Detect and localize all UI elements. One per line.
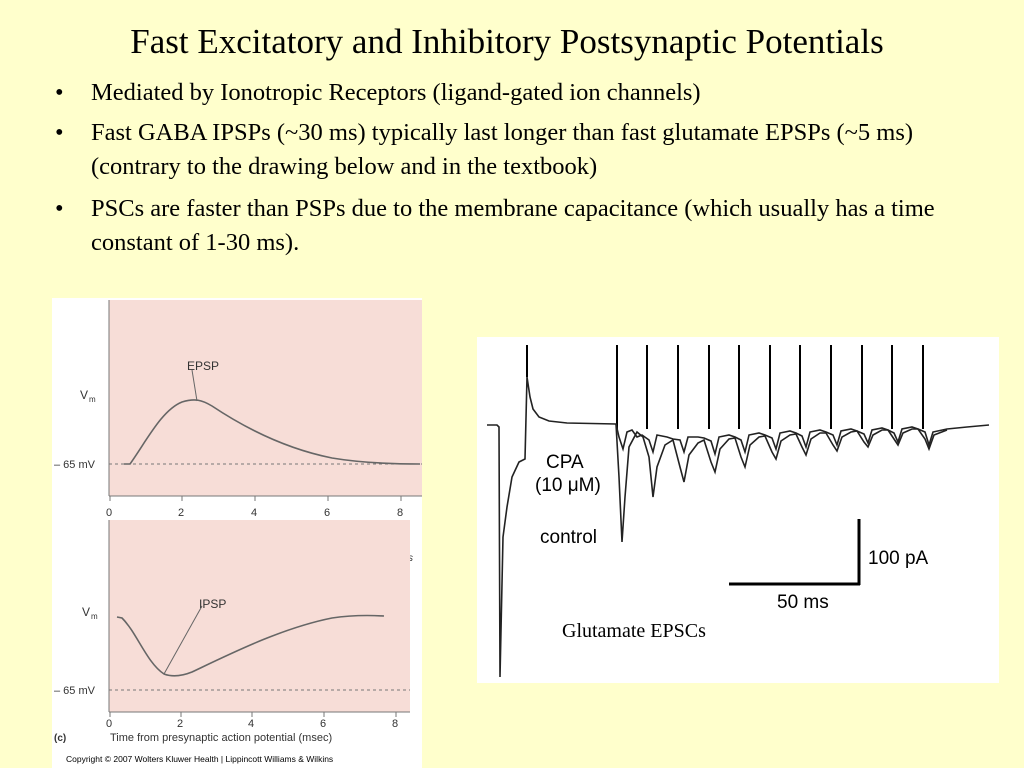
ipsp-xtick-label: 2 (177, 718, 183, 730)
bullet-text: Fast GABA IPSPs (~30 ms) typically last … (91, 119, 914, 180)
ipsp-label-leader (163, 605, 203, 675)
bullet-text: Mediated by Ionotropic Receptors (ligand… (91, 79, 701, 106)
epsp-curve (124, 399, 421, 465)
stimulus-artifacts (526, 345, 924, 429)
slide-title: Fast Excitatory and Inhibitory Postsynap… (130, 22, 884, 61)
cpa-trace (487, 376, 990, 678)
bullet-text: PSCs are faster than PSPs due to the mem… (91, 195, 935, 256)
epsc-trace-plot: CPA (10 μM) control 100 pA 50 ms (487, 345, 990, 678)
ipsp-xtick-label: 8 (392, 718, 398, 730)
epsc-figure: CPA (10 μM) control 100 pA 50 ms Glutama… (477, 337, 999, 683)
ipsp-ylabel-sub: m (91, 612, 98, 621)
ipsp-xtick-label: 0 (106, 718, 112, 730)
copyright-notice: Copyright © 2007 Wolters Kluwer Health |… (66, 754, 333, 764)
psp-figure: EPSP V m – 65 mV 0 2 4 6 8 s IPSP V m – … (52, 298, 422, 768)
cpa-label: CPA (546, 452, 584, 473)
ipsp-xtick-label: 4 (248, 718, 254, 730)
epsp-xtick-label: 8 (397, 507, 403, 519)
bullet-symbol: • (55, 195, 64, 222)
ipsp-xlabel: Time from presynaptic action potential (… (110, 732, 332, 744)
control-trace (615, 423, 948, 543)
scale-time-label: 50 ms (777, 592, 829, 613)
ipsp-panel: IPSP V m – 65 mV 0 2 4 6 8 (c) Time from… (54, 520, 410, 764)
epsp-clipped-axis-fragment: s (408, 553, 413, 564)
epsp-baseline-label: – 65 mV (54, 459, 96, 471)
ipsp-curve (116, 614, 385, 677)
epsp-label-leader (191, 369, 198, 402)
ipsp-panel-letter: (c) (54, 733, 66, 744)
epsp-xtick-label: 6 (324, 507, 330, 519)
bullet-symbol: • (55, 119, 64, 146)
ipsp-xtick-label: 6 (320, 718, 326, 730)
epsp-xtick-label: 0 (106, 507, 112, 519)
epsp-xtick-label: 2 (178, 507, 184, 519)
epsp-plot-background (109, 300, 422, 496)
epsp-ylabel: V (80, 388, 88, 402)
cpa-concentration-label: (10 μM) (535, 475, 601, 496)
ipsp-baseline-label: – 65 mV (54, 685, 96, 697)
epsp-panel: EPSP V m – 65 mV 0 2 4 6 8 s (54, 300, 422, 564)
figure-caption: Glutamate EPSCs (562, 620, 706, 642)
scale-current-label: 100 pA (868, 548, 929, 569)
scale-bar (729, 519, 861, 586)
control-label: control (540, 527, 597, 548)
bullet-symbol: • (55, 79, 64, 106)
epsp-ylabel-sub: m (89, 395, 96, 404)
epsp-curve-label: EPSP (187, 359, 219, 373)
ipsp-ylabel: V (82, 605, 90, 619)
epsp-xtick-label: 4 (251, 507, 257, 519)
ipsp-curve-label: IPSP (199, 597, 226, 611)
